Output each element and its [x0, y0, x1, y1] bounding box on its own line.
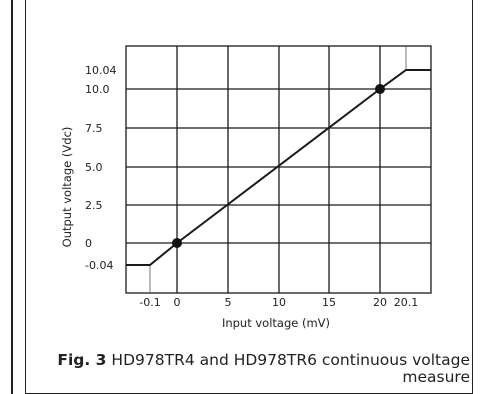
data-point-marker: [375, 84, 385, 94]
y-tick-label: 0: [85, 237, 92, 250]
x-tick-label: -0.1: [139, 296, 160, 309]
x-axis-label: Input voltage (mV): [222, 316, 330, 330]
figure-caption: Fig. 3 HD978TR4 and HD978TR6 continuous …: [30, 352, 470, 386]
caption-text: HD978TR4 and HD978TR6 continuous voltage…: [111, 351, 470, 386]
x-tick-label: 20: [373, 296, 387, 309]
y-tick-label: 10.04: [85, 64, 117, 77]
y-axis-label: Output voltage (Vdc): [60, 127, 74, 248]
y-tick-label: -0.04: [85, 259, 113, 272]
y-tick-labels: -0.04 0 2.5 5.0 7.5 10.0 10.04: [85, 64, 117, 272]
x-tick-label: 10: [272, 296, 286, 309]
data-point-marker: [172, 238, 182, 248]
y-tick-label: 2.5: [85, 199, 103, 212]
x-tick-label: 5: [225, 296, 232, 309]
x-tick-label: 0: [174, 296, 181, 309]
y-tick-label: 10.0: [85, 83, 110, 96]
left-rule: [11, 0, 13, 394]
x-tick-label: 15: [322, 296, 336, 309]
series-layer: [126, 69, 431, 266]
x-tick-label: 20.1: [394, 296, 419, 309]
series-line: [126, 69, 431, 266]
y-tick-label: 7.5: [85, 122, 103, 135]
grid: [125, 45, 432, 294]
x-tick-labels: -0.1 0 5 10 15 20 20.1: [139, 296, 418, 309]
y-tick-label: 5.0: [85, 161, 103, 174]
marker-layer: [172, 84, 385, 248]
caption-label: Fig. 3: [57, 351, 107, 369]
